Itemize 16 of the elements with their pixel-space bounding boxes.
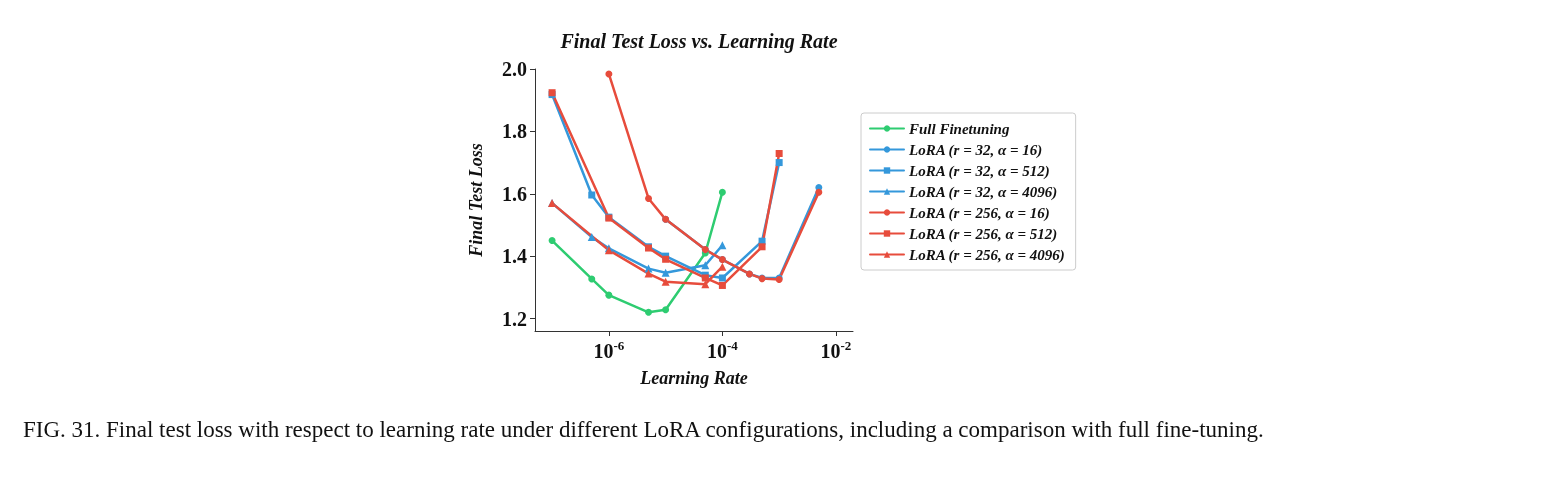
y-tick-label: 2.0 [502, 58, 527, 80]
legend-label: LoRA (r = 256, α = 512) [908, 225, 1058, 243]
legend-label: LoRA (r = 32, α = 512) [908, 162, 1050, 180]
y-tick-label: 1.2 [502, 307, 527, 330]
y-tick-label: 1.4 [502, 245, 527, 268]
chart-title: Final Test Loss vs. Learning Rate [559, 30, 838, 53]
y-tick-label: 1.8 [502, 120, 527, 143]
legend-label: LoRA (r = 256, α = 16) [908, 204, 1050, 222]
caption: FIG. 31. Final test loss with respect to learning rate under different LoRA configurations, including a comparison with full fine-tuning. [23, 417, 1264, 442]
legend-label: LoRA (r = 32, α = 4096) [908, 183, 1058, 201]
y-tick-label: 1.6 [502, 182, 527, 205]
y-axis-title: Final Test Loss [466, 143, 486, 258]
x-axis-title: Learning Rate [639, 368, 748, 388]
legend-label: Full Finetuning [908, 120, 1010, 137]
legend-label: LoRA (r = 256, α = 4096) [908, 246, 1065, 264]
legend-label: LoRA (r = 32, α = 16) [908, 141, 1043, 159]
